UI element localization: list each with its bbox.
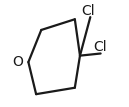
Text: O: O — [13, 55, 23, 69]
Text: Cl: Cl — [81, 4, 95, 18]
Text: Cl: Cl — [93, 40, 107, 54]
